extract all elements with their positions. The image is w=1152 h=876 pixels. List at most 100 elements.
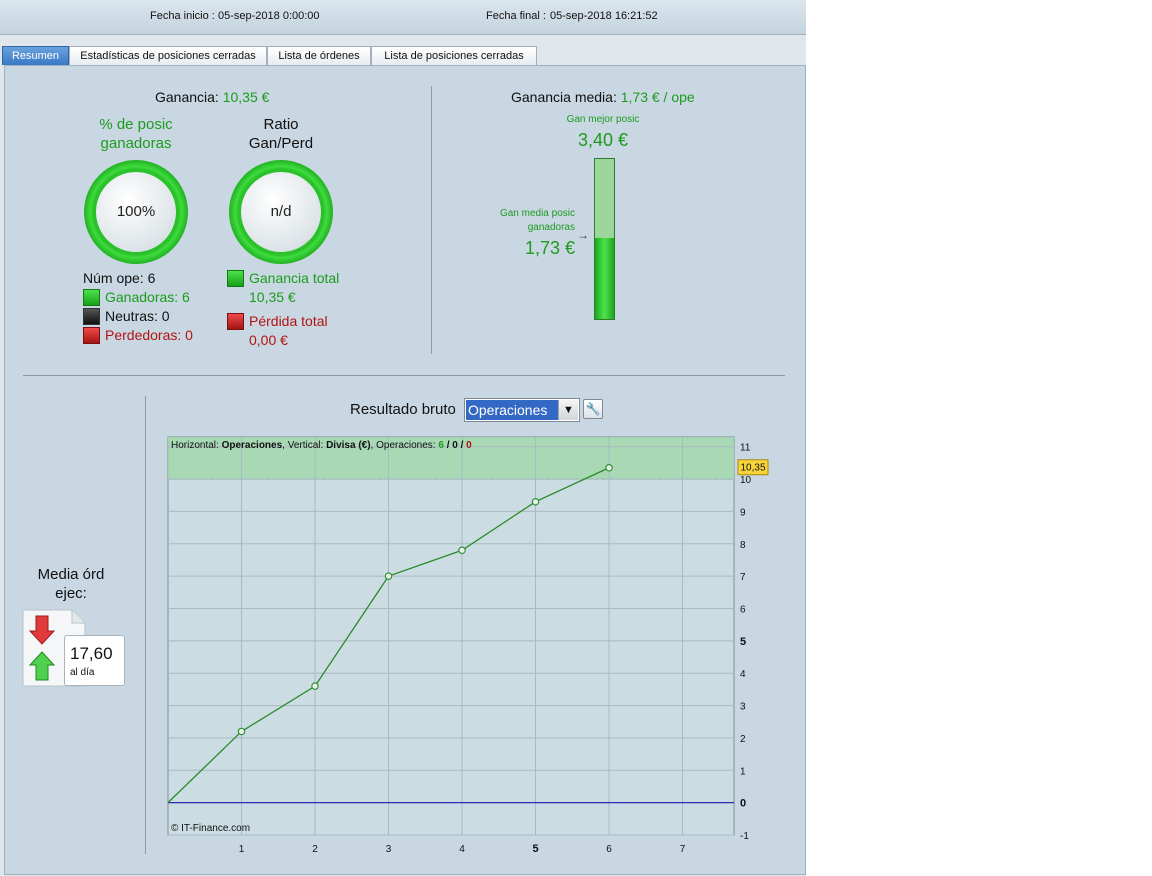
avg-position-label: Gan media posic ganadoras <box>475 207 575 235</box>
data-point <box>605 463 613 472</box>
ganancia-label: Ganancia: <box>155 89 219 105</box>
ganadoras-count: Ganadoras: 6 <box>105 289 190 305</box>
average-bar <box>594 158 615 320</box>
chart-info-part: Operaciones <box>222 440 283 451</box>
pct-ganadoras-value: 100% <box>96 172 176 252</box>
chart-info-text: Horizontal: Operaciones, Vertical: Divis… <box>171 440 472 451</box>
ganancia-header: Ganancia: 10,35 € <box>155 89 269 105</box>
data-point <box>384 572 393 580</box>
plot-layer: 1 2 3 4 5 6 7 -1 0 1 2 3 4 5 6 7 8 9 10 11 Horizontal: Opera… <box>167 436 769 855</box>
ganancia-total-swatch <box>227 270 244 287</box>
x-tick-label: 3 <box>386 844 392 855</box>
chart-info-part: 6 <box>438 440 444 451</box>
data-point <box>237 727 246 736</box>
ganancia-media-header: Ganancia media: 1,73 € / ope <box>511 89 695 105</box>
ganancia-media-value: 1,73 € / ope <box>620 89 695 105</box>
start-date-value: 05-sep-2018 0:00:00 <box>218 10 320 22</box>
orders-value-box: 17,60 al día <box>64 635 125 686</box>
app-window: Fecha inicio : 05-sep-2018 0:00:00 Fecha… <box>0 0 806 876</box>
y-tick-label: 3 <box>740 702 746 713</box>
chart-info-part: 0 <box>452 440 458 451</box>
chart-divider <box>145 396 146 854</box>
orders-unit: al día <box>70 667 95 678</box>
chart-info-part: , Operaciones: <box>371 440 439 451</box>
orders-value: 17,60 <box>70 644 113 663</box>
y-tick-label: 5 <box>740 636 746 648</box>
avg-label-line1: Gan media posic <box>499 208 575 219</box>
positive-band <box>168 437 734 480</box>
orders-title-line2: ejec: <box>55 585 87 602</box>
ratio-title-line2: Gan/Perd <box>248 135 314 152</box>
perdida-total-swatch <box>227 313 244 330</box>
chart-info-part: / <box>444 440 452 451</box>
last-value-badge <box>737 459 769 476</box>
best-position-value: 3,40 € <box>577 130 629 150</box>
y-tick-label: 1 <box>740 766 746 777</box>
last-value-label: 10,35 <box>740 463 765 474</box>
start-date-label: Fecha inicio : <box>150 10 215 22</box>
num-ope: Núm ope: 6 <box>83 270 156 286</box>
perdida-total-value: 0,00 € <box>249 332 288 348</box>
data-point <box>531 497 540 506</box>
ganancia-media-label: Ganancia media: <box>511 89 617 105</box>
x-tick-label: 7 <box>680 844 686 855</box>
end-date-value: 05-sep-2018 16:21:52 <box>550 10 658 22</box>
tab-estadisticas[interactable]: Estadísticas de posiciones cerradas <box>69 46 267 65</box>
y-tick-label: -1 <box>740 831 749 842</box>
avg-position-value: 1,73 € <box>524 238 575 258</box>
neutras-count: Neutras: 0 <box>105 308 170 324</box>
x-tick-label: 6 <box>606 844 612 855</box>
ganancia-total-value: 10,35 € <box>249 289 296 305</box>
x-tick-label: 1 <box>239 844 245 855</box>
chart-info-part: Horizontal: <box>171 440 222 451</box>
result-chart: 1 2 3 4 5 6 7 -1 0 1 2 3 4 5 6 7 8 9 10 11 Horizontal: Opera… <box>167 436 769 855</box>
summary-panel: Ganancia: 10,35 € % de posic ganadoras 1… <box>4 65 806 875</box>
ganadoras-swatch <box>83 289 100 306</box>
chart-info-part: / <box>458 440 466 451</box>
perdida-total-label: Pérdida total <box>249 313 328 329</box>
best-position-label: Gan mejor posic <box>566 114 640 125</box>
plot-background <box>167 436 735 836</box>
vertical-divider <box>431 86 432 354</box>
tab-bar: Resumen Estadísticas de posiciones cerra… <box>0 35 806 66</box>
chart-info-part: , Vertical: <box>282 440 326 451</box>
chevron-down-icon[interactable]: ▼ <box>558 400 578 420</box>
tab-lista-posiciones[interactable]: Lista de posiciones cerradas <box>371 46 537 65</box>
horizontal-divider <box>23 375 785 376</box>
neutras-swatch <box>83 308 100 325</box>
y-tick-label: 8 <box>740 540 746 551</box>
pct-ganadoras-title: % de posic ganadoras <box>75 115 197 153</box>
pct-title-line1: % de posic <box>99 116 173 133</box>
orders-title: Media órd ejec: <box>21 565 121 603</box>
y-tick-label: 10 <box>740 475 752 486</box>
avg-label-line2: ganadoras <box>527 222 575 233</box>
end-date-label: Fecha final : <box>486 10 546 22</box>
y-tick-label: 0 <box>740 798 746 810</box>
date-range-bar: Fecha inicio : 05-sep-2018 0:00:00 Fecha… <box>0 0 806 35</box>
data-point <box>458 546 466 555</box>
y-tick-label: 11 <box>740 443 751 454</box>
ratio-value: n/d <box>241 172 321 252</box>
x-tick-label: 5 <box>532 843 538 855</box>
y-tick-label: 4 <box>740 669 746 680</box>
tab-resumen[interactable]: Resumen <box>2 46 69 65</box>
pct-title-line2: ganadoras <box>100 135 172 152</box>
result-mode-select[interactable]: Operaciones ▼ <box>464 398 580 422</box>
orders-title-line1: Media órd <box>37 566 105 583</box>
y-tick-label: 9 <box>740 507 746 518</box>
copyright-text: © IT-Finance.com <box>171 823 250 834</box>
tab-lista-ordenes[interactable]: Lista de órdenes <box>267 46 371 65</box>
ratio-title: Ratio Gan/Perd <box>221 115 341 153</box>
wrench-icon[interactable]: 🔧 <box>583 399 603 419</box>
y-tick-label: 7 <box>740 572 746 583</box>
chart-info-part: 0 <box>466 440 472 451</box>
ganancia-total-label: Ganancia total <box>249 270 340 286</box>
ratio-title-line1: Ratio <box>263 116 299 133</box>
result-title: Resultado bruto <box>350 401 456 418</box>
x-tick-label: 2 <box>312 844 318 855</box>
ganancia-value: 10,35 € <box>222 89 270 105</box>
perdedoras-swatch <box>83 327 100 344</box>
x-tick-label: 4 <box>459 844 465 855</box>
perdedoras-count: Perdedoras: 0 <box>105 327 193 343</box>
avg-arrow-icon: → <box>577 228 589 242</box>
